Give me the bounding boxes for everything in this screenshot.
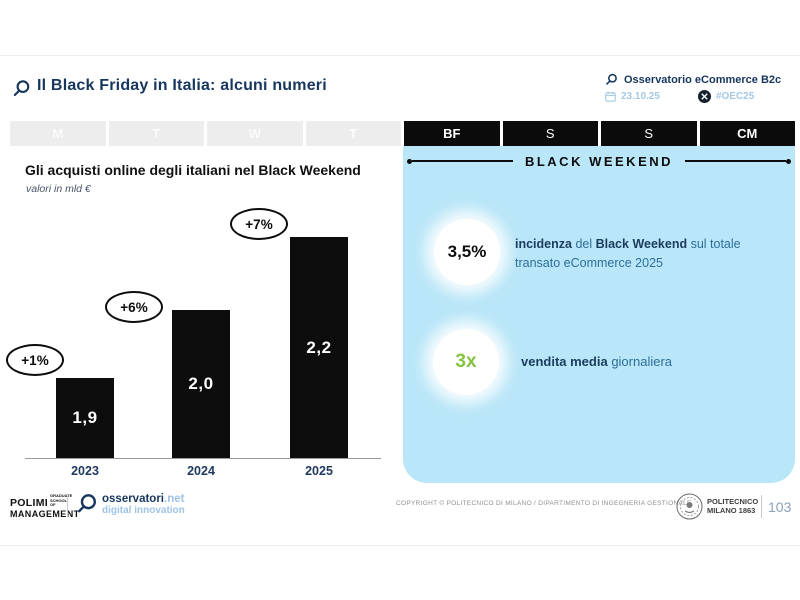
page-title: Il Black Friday in Italia: alcuni numeri [37, 77, 327, 94]
copyright-text: COPYRIGHT © POLITECNICO DI MILANO / DIPA… [396, 500, 692, 507]
x-social-icon [697, 90, 711, 103]
bar-2024: 2,0 [172, 310, 230, 458]
event-date: 23.10.25 [621, 91, 660, 102]
polimi-logo-school: GRADUATE SCHOOL OF [49, 493, 73, 507]
footer-divider-right [761, 495, 762, 518]
incidence-stat-circle: 3,5% [434, 219, 500, 285]
politecnico-seal-icon [676, 493, 703, 520]
politecnico-line2: MILANO 1863 [707, 505, 756, 515]
chart-title: Gli acquisti online degli italiani nel B… [25, 162, 361, 178]
chart-subtitle: valori in mld € [26, 183, 91, 195]
bar-2025: 2,2 [290, 237, 348, 458]
page-number: 103 [768, 499, 792, 515]
incidence-bold1: incidenza [515, 237, 572, 251]
polimi-logo: POLIMI GRADUATE SCHOOL OF MANAGEMENT [10, 493, 80, 519]
axis-label-2023: 2023 [71, 464, 99, 478]
black-weekend-panel: BLACK WEEKEND 3,5% incidenza del Black W… [403, 146, 795, 483]
osservatori-subtitle: digital innovation [102, 505, 185, 516]
politecnico-wordmark: POLITECNICO MILANO 1863 [707, 497, 759, 515]
growth-bubble-2025: +7% [230, 208, 288, 240]
day-cell-tuesday: T [108, 121, 204, 146]
growth-bubble-2024: +6% [105, 291, 163, 323]
calendar-icon [605, 91, 616, 102]
polimi-logo-name: POLIMI [10, 496, 48, 509]
x-axis-line [25, 458, 381, 459]
osservatori-logo[interactable]: osservatori.net digital innovation [76, 492, 185, 516]
incidence-bold2: Black Weekend [595, 237, 688, 251]
multiplier-value: 3x [455, 351, 477, 372]
banner-right-dot [786, 158, 791, 164]
axis-label-2024: 2024 [187, 464, 215, 478]
banner-left-line [412, 160, 513, 162]
week-calendar-strip: M T W T BF S S CM [10, 121, 795, 146]
day-cell-monday: M [10, 121, 106, 146]
banner-right-line [685, 160, 786, 162]
multiplier-description: vendita media giornaliera [521, 354, 672, 369]
bar-value-2024: 2,0 [188, 374, 214, 393]
incidence-value: 3,5% [447, 242, 487, 261]
day-cell-sunday: S [601, 121, 697, 146]
polimi-logo-management: MANAGEMENT [10, 508, 80, 519]
slide-top-edge [0, 55, 800, 56]
day-cell-black-friday: BF [404, 121, 500, 146]
footer-divider-left [67, 496, 68, 517]
magnifier-icon-small [606, 73, 617, 85]
multiplier-stat-circle: 3x [433, 329, 499, 395]
day-cell-thursday: T [305, 121, 401, 146]
magnifier-icon [13, 80, 30, 97]
day-cell-wednesday: W [207, 121, 303, 146]
osservatori-magnifier-icon [78, 494, 96, 513]
bar-2023: 1,9 [56, 378, 114, 458]
bar-value-2023: 1,9 [72, 408, 98, 427]
growth-bubble-2023: +1% [6, 344, 64, 376]
day-cell-saturday: S [502, 121, 598, 146]
header-meta: Osservatorio eCommerce B2c 23.10.25 #OEC… [605, 73, 795, 103]
observatory-name: Osservatorio eCommerce B2c [624, 73, 782, 86]
day-cell-cyber-monday: CM [699, 121, 795, 146]
incidence-rest: sul totale transato eCommerce 2025 [515, 237, 741, 270]
black-weekend-banner: BLACK WEEKEND [407, 152, 791, 170]
black-weekend-label: BLACK WEEKEND [524, 153, 674, 169]
axis-label-2025: 2025 [305, 464, 333, 478]
politecnico-line1: POLITECNICO [707, 497, 759, 506]
multiplier-rest: giornaliera [607, 354, 673, 369]
banner-left-dot [407, 158, 412, 164]
multiplier-bold: vendita media [521, 354, 608, 369]
osservatori-brand: osservatori [102, 493, 165, 505]
incidence-mid: del [571, 237, 596, 251]
osservatori-tld: .net [164, 493, 185, 505]
slide-bottom-edge [0, 545, 800, 546]
event-hashtag[interactable]: #OEC25 [715, 91, 755, 102]
bar-value-2025: 2,2 [306, 337, 332, 357]
incidence-description: incidenza del Black Weekend sul totale t… [515, 235, 753, 273]
